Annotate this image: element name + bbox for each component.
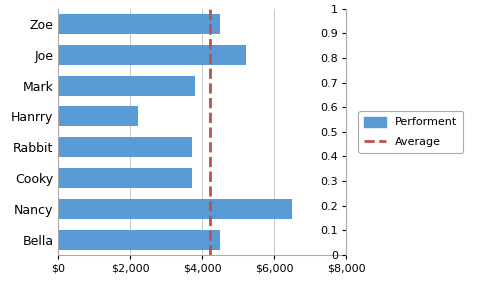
Bar [58,14,221,34]
Bar [58,168,191,188]
Bar [58,106,138,127]
Bar [58,229,221,250]
Bar [58,45,245,65]
Bar [58,137,191,157]
Bar [58,76,195,96]
Legend: Performent, Average: Performent, Average [358,111,463,153]
Bar [58,199,292,219]
